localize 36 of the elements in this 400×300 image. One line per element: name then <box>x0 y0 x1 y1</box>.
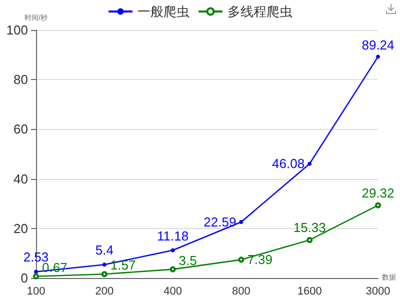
x-tick-label: 100 <box>26 286 46 298</box>
point <box>306 236 313 243</box>
data-label: 7.39 <box>247 252 273 268</box>
x-tick-label: 1600 <box>297 286 322 298</box>
point <box>239 220 244 224</box>
x-tick-label: 3000 <box>366 286 390 298</box>
data-label: 3.5 <box>178 252 197 268</box>
point <box>34 270 38 274</box>
y-tick-label: 0 <box>20 270 28 286</box>
x-tick-label: 200 <box>95 286 114 298</box>
point <box>102 262 106 267</box>
point <box>170 266 176 272</box>
x-tick-label: 400 <box>164 286 182 298</box>
point <box>170 248 175 252</box>
x-tick-label: 800 <box>232 286 250 298</box>
data-label: 22.59 <box>204 214 236 230</box>
y-tick-label: 100 <box>6 22 28 38</box>
data-label: 5.4 <box>95 242 114 258</box>
point <box>101 271 108 278</box>
point <box>376 54 380 59</box>
data-label: 29.32 <box>362 185 394 200</box>
data-label: 46.08 <box>272 156 305 172</box>
legend-label: 多线程爬虫 <box>228 4 292 19</box>
y-tick-label: 80 <box>14 72 28 88</box>
point <box>238 256 244 263</box>
y-tick-label: 40 <box>14 171 28 186</box>
data-label: 89.24 <box>362 38 394 53</box>
point <box>308 162 312 166</box>
point <box>375 202 381 208</box>
y-tick-label: 60 <box>14 122 28 137</box>
legend-label: 一般爬虫 <box>138 4 190 19</box>
y-tick-label: 20 <box>14 220 28 236</box>
data-label: 1.57 <box>110 258 136 273</box>
data-label: 11.18 <box>157 228 189 244</box>
data-label: 15.33 <box>293 220 326 235</box>
point <box>33 273 39 280</box>
